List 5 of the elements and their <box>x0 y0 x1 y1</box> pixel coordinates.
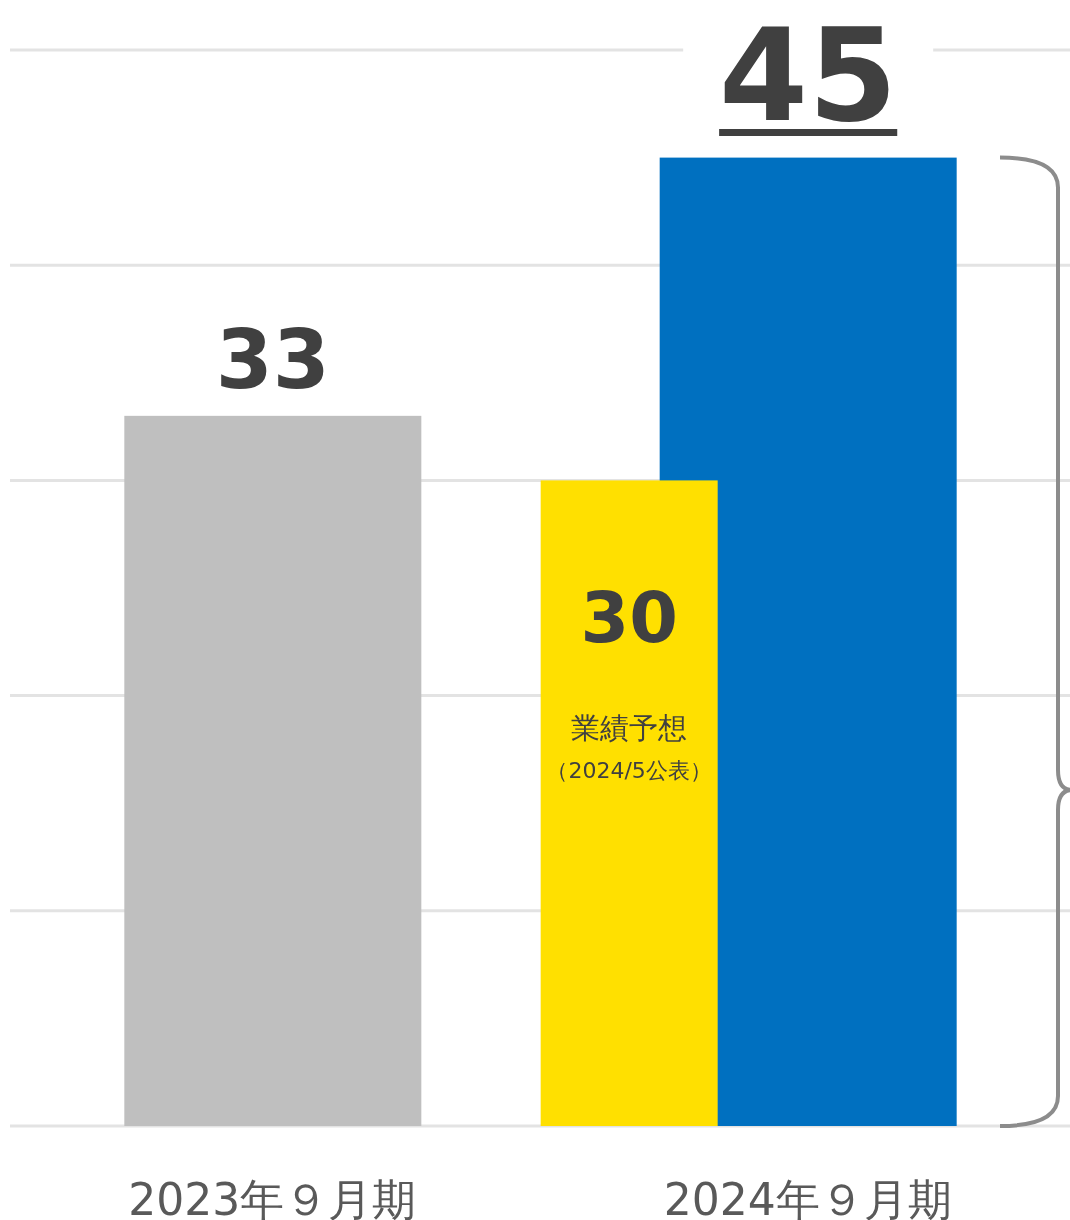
data-label: 45 <box>719 0 898 150</box>
annotation: 業績予想 <box>571 711 688 746</box>
data-label: 30 <box>580 577 678 660</box>
annotation: （2024/5公表） <box>546 758 712 784</box>
data-label: 33 <box>215 311 330 407</box>
